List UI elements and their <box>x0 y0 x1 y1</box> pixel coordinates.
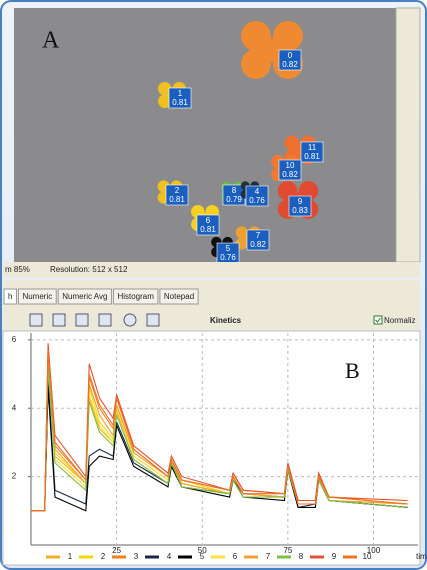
icon[interactable] <box>30 314 42 326</box>
plant-score: 0.81 <box>304 152 320 161</box>
y-tick-label: 4 <box>12 403 17 412</box>
x-tick-label: 75 <box>283 546 292 555</box>
legend-label: 2 <box>101 552 106 561</box>
legend-label: 3 <box>134 552 139 561</box>
y-tick-label: 6 <box>12 335 17 344</box>
legend-label: 6 <box>233 552 238 561</box>
tab-label[interactable]: Histogram <box>117 292 154 301</box>
legend-label: 4 <box>167 552 172 561</box>
tabs: h Numeric Numeric Avg Histogram Notepad <box>4 289 198 304</box>
plant-score: 0.82 <box>282 170 298 179</box>
legend-label: 1 <box>68 552 73 561</box>
plant-id: 1 <box>178 89 183 98</box>
toolbar-title: Kinetics <box>210 316 242 325</box>
legend-label: 7 <box>266 552 271 561</box>
resolution-label: Resolution: 512 x 512 <box>50 265 128 274</box>
icon[interactable] <box>147 314 159 326</box>
icon[interactable] <box>99 314 111 326</box>
legend-label: 5 <box>200 552 205 561</box>
plant-id: 8 <box>232 186 237 195</box>
plant-score: 0.81 <box>200 225 216 234</box>
plant-id: 4 <box>255 187 260 196</box>
plant-id: 5 <box>226 244 231 253</box>
tab-label[interactable]: Numeric Avg <box>62 292 107 301</box>
plant-score: 0.81 <box>169 195 185 204</box>
tab-label[interactable]: h <box>8 292 12 301</box>
icon[interactable] <box>53 314 65 326</box>
legend-label: 9 <box>332 552 337 561</box>
y-tick-label: 2 <box>12 472 17 481</box>
tab-label[interactable]: Notepad <box>164 292 194 301</box>
screenshot: A 00.8210.81110.81100.8290.8320.8180.794… <box>0 0 427 570</box>
checkbox[interactable] <box>374 316 382 324</box>
plant-id: 7 <box>256 231 261 240</box>
side-panel <box>396 8 420 262</box>
legend-label: 10 <box>363 552 372 561</box>
plant-score: 0.76 <box>220 253 236 262</box>
plant-score: 0.82 <box>250 240 266 249</box>
plant-id: 0 <box>288 51 293 60</box>
legend-label: 8 <box>299 552 304 561</box>
x-tick-label: 25 <box>112 546 121 555</box>
plant-score: 0.79 <box>226 195 242 204</box>
x-axis-label: tim <box>416 552 427 561</box>
zoom-label: m 85% <box>5 265 30 274</box>
plant-score: 0.76 <box>249 196 265 205</box>
plant-score: 0.82 <box>282 60 298 69</box>
plant-id: 11 <box>308 143 317 152</box>
plant-score: 0.83 <box>292 206 308 215</box>
tab-label[interactable]: Numeric <box>22 292 52 301</box>
chart-annotation: B <box>345 358 360 383</box>
panel-letter: A <box>42 28 60 54</box>
plant-id: 10 <box>286 161 295 170</box>
plant-id: 6 <box>206 216 211 225</box>
plant-id: 9 <box>298 197 303 206</box>
icon[interactable] <box>76 314 88 326</box>
checkbox-label: Normaliz <box>384 316 416 325</box>
plant-score: 0.81 <box>172 98 188 107</box>
icon[interactable] <box>124 314 136 326</box>
plant-id: 2 <box>175 186 180 195</box>
page: { "image_panel": { "letter": "A", "plant… <box>0 0 427 570</box>
